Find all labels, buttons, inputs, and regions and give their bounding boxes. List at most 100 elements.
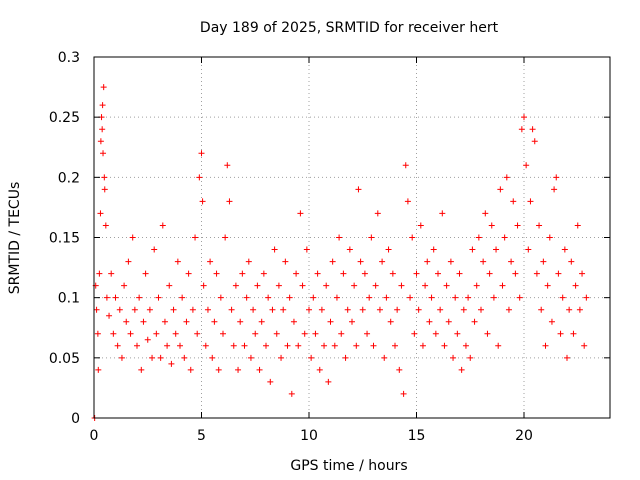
data-point [121, 282, 128, 289]
data-point [443, 282, 450, 289]
data-point [394, 306, 401, 313]
data-point [340, 270, 347, 277]
data-point [454, 330, 461, 337]
data-point [557, 330, 564, 337]
data-point [196, 174, 203, 181]
data-point [267, 378, 274, 385]
data-point [411, 330, 418, 337]
data-point [439, 210, 446, 217]
data-point [488, 222, 495, 229]
data-point [306, 306, 312, 313]
data-point [183, 318, 190, 325]
data-point [245, 258, 252, 265]
data-point [484, 330, 491, 337]
data-point [514, 222, 521, 229]
data-point [271, 246, 278, 253]
data-point [404, 198, 411, 205]
data-point [273, 330, 280, 337]
x-tick-label: 0 [90, 428, 99, 444]
data-point [409, 234, 416, 241]
data-point [100, 150, 107, 157]
data-point [99, 102, 106, 109]
chart-title: Day 189 of 2025, SRMTID for receiver her… [200, 20, 499, 36]
data-point [316, 366, 323, 373]
x-tick-label: 10 [300, 428, 318, 444]
data-point [198, 150, 205, 157]
data-point [473, 282, 480, 289]
data-point [467, 354, 474, 361]
data-point [110, 330, 117, 337]
data-point [452, 294, 459, 301]
data-point [96, 270, 103, 277]
data-point [546, 234, 553, 241]
data-point [333, 294, 340, 301]
data-point [478, 306, 484, 313]
data-point [99, 126, 106, 133]
data-point [297, 210, 304, 217]
data-point [102, 222, 109, 229]
data-point [112, 294, 119, 301]
data-point [254, 282, 261, 289]
data-point [368, 234, 375, 241]
data-point [501, 234, 508, 241]
data-point [327, 318, 334, 325]
data-point [387, 318, 394, 325]
data-point [419, 342, 426, 349]
data-point [93, 306, 100, 313]
data-point [493, 246, 500, 253]
data-point [536, 222, 543, 229]
data-point [359, 306, 366, 313]
data-point [402, 162, 409, 169]
data-point [430, 246, 437, 253]
data-point [142, 270, 149, 277]
data-point [398, 282, 405, 289]
data-point [118, 354, 125, 361]
data-point [342, 354, 349, 361]
data-point [211, 318, 218, 325]
data-point [465, 294, 472, 301]
x-tick-label: 15 [408, 428, 426, 444]
data-point [523, 162, 530, 169]
data-point [278, 354, 285, 361]
data-point [232, 282, 239, 289]
data-point [166, 282, 173, 289]
data-point [458, 366, 465, 373]
data-point [383, 294, 390, 301]
data-point [200, 282, 207, 289]
data-point [553, 174, 560, 181]
data-point [349, 318, 355, 325]
data-point [185, 270, 192, 277]
data-point [239, 270, 246, 277]
data-point [505, 306, 512, 313]
data-point [97, 138, 104, 145]
data-point [499, 282, 506, 289]
data-point [155, 294, 162, 301]
data-point [331, 342, 338, 349]
data-point [374, 210, 381, 217]
data-point [149, 354, 156, 361]
data-point [220, 330, 226, 337]
data-point [413, 270, 420, 277]
data-point [581, 342, 588, 349]
data-point [321, 342, 328, 349]
data-point [318, 306, 325, 313]
y-tick-label: 0.3 [58, 50, 80, 66]
x-tick-label: 20 [515, 428, 533, 444]
data-point [512, 270, 519, 277]
data-point [269, 306, 276, 313]
data-point [516, 294, 523, 301]
data-point [299, 282, 306, 289]
data-point [407, 294, 414, 301]
data-point [555, 270, 562, 277]
data-point [207, 258, 214, 265]
data-point [432, 330, 439, 337]
data-point [129, 234, 136, 241]
data-point [303, 246, 310, 253]
data-point [385, 246, 392, 253]
data-point [495, 342, 502, 349]
data-point [521, 114, 527, 121]
data-point [101, 174, 108, 181]
data-point [94, 330, 101, 337]
data-point [168, 360, 175, 367]
data-point [131, 306, 138, 313]
